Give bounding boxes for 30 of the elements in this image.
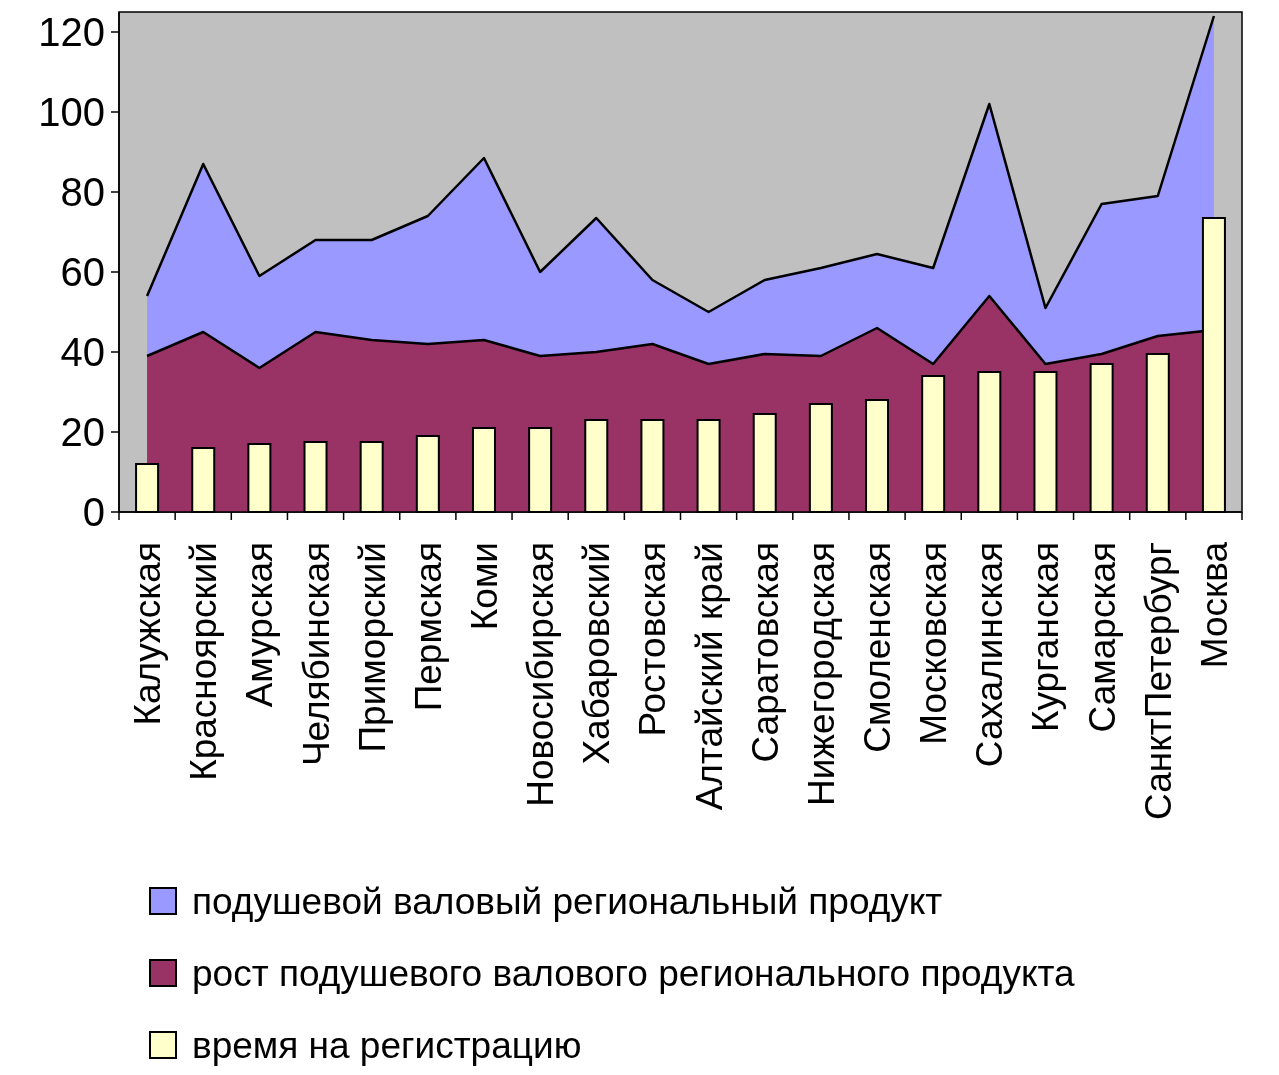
y-tick-label: 20 xyxy=(60,410,105,454)
y-tick-label: 0 xyxy=(82,490,105,534)
x-tick-label: Новосибирская xyxy=(520,542,562,807)
x-tick-label: Саратовская xyxy=(744,542,786,763)
y-tick-label: 120 xyxy=(38,10,105,54)
x-tick-label: Хабаровский xyxy=(576,542,618,765)
x-tick-label: Красноярский xyxy=(183,542,225,781)
x-tick-label: Пермская xyxy=(407,542,449,712)
x-tick-label: Смоленская xyxy=(857,542,899,753)
x-tick-label: Приморский xyxy=(351,542,393,753)
x-tick-label: Коми xyxy=(463,542,505,631)
x-tick-label: Сахалинская xyxy=(969,542,1011,768)
y-tick-label: 100 xyxy=(38,90,105,134)
x-tick-label: Ростовская xyxy=(632,542,674,737)
x-tick-label: СанктПетербург xyxy=(1137,542,1179,820)
legend-label: рост подушевого валового регионального продукта xyxy=(192,952,1076,994)
x-tick-label: Москва xyxy=(1193,541,1235,669)
legend-label: подушевой валовый региональный продукт xyxy=(192,880,943,922)
x-tick-label: Нижегородская xyxy=(800,542,842,807)
y-tick-label: 60 xyxy=(60,250,105,294)
legend-label: время на регистрацию xyxy=(192,1024,582,1066)
x-tick-label: Курганская xyxy=(1025,542,1067,733)
x-tick-label: Московская xyxy=(913,542,955,745)
y-tick-label: 40 xyxy=(60,330,105,374)
x-tick-label: Калужская xyxy=(127,542,169,726)
x-tick-label: Амурская xyxy=(239,542,281,708)
y-tick-label: 80 xyxy=(60,170,105,214)
x-tick-label: Челябинская xyxy=(295,542,337,767)
x-tick-label: Алтайский край xyxy=(688,542,730,811)
x-tick-label: Самарская xyxy=(1081,542,1123,733)
